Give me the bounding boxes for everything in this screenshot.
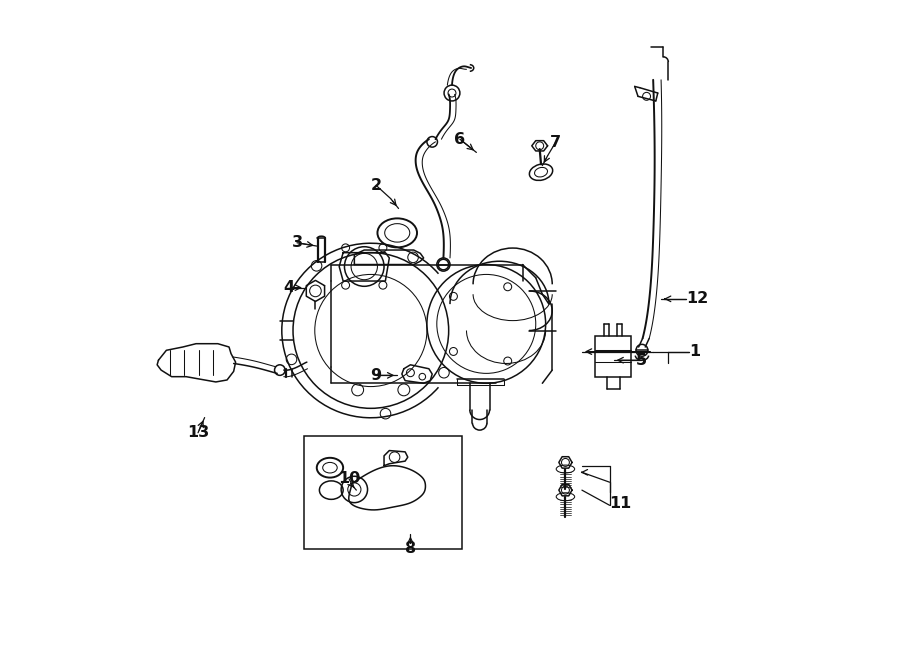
Text: 3: 3 (292, 235, 302, 251)
Bar (303, 436, 462, 549)
Text: 4: 4 (283, 280, 294, 295)
Text: 6: 6 (454, 132, 465, 147)
Text: 9: 9 (371, 368, 382, 383)
Text: 8: 8 (405, 541, 416, 556)
Text: 11: 11 (609, 496, 632, 511)
Text: 2: 2 (371, 178, 382, 193)
Text: 1: 1 (688, 344, 700, 359)
Text: 5: 5 (635, 353, 647, 368)
Text: 10: 10 (338, 471, 360, 486)
Text: 13: 13 (187, 425, 209, 440)
Text: 7: 7 (550, 135, 561, 150)
Bar (595, 336, 632, 377)
Text: 12: 12 (686, 292, 708, 306)
